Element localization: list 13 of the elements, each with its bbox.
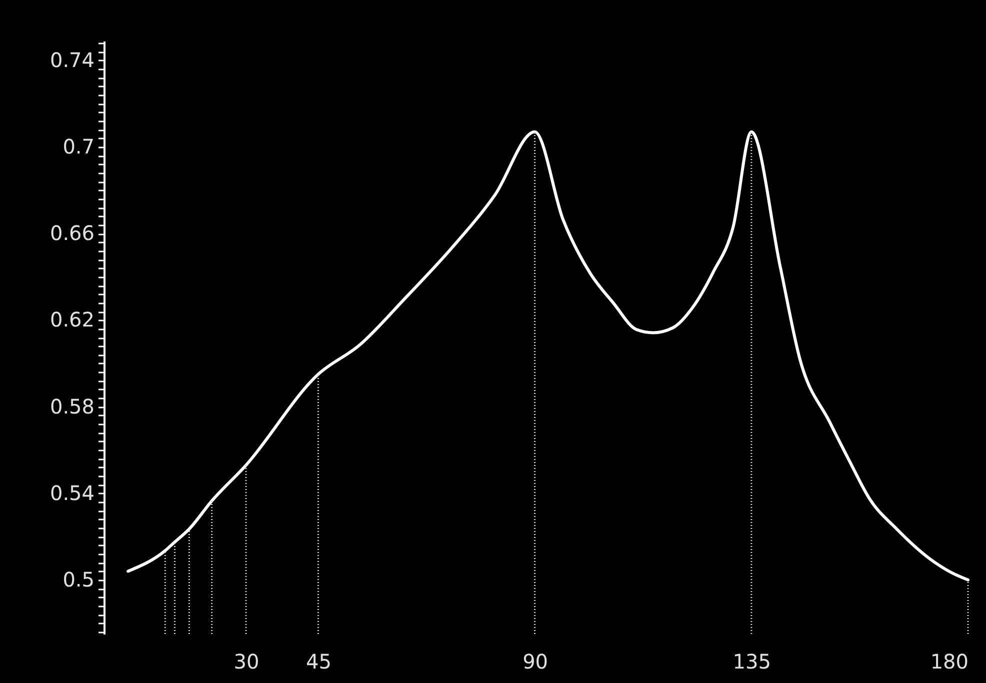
y-tick-label: 0.54: [50, 480, 94, 505]
y-tick-label: 0.66: [50, 221, 94, 246]
x-tick-label: 180: [930, 650, 968, 674]
x-tick-label: 135: [732, 650, 771, 674]
line-series: [126, 130, 970, 582]
x-tick-label: 90: [522, 650, 548, 674]
y-tick-label: 0.5: [62, 567, 94, 592]
y-tick-label: 0.58: [50, 394, 94, 418]
y-tick-label: 0.7: [62, 134, 94, 159]
x-tick-label: 30: [234, 650, 260, 674]
x-tick-label: 45: [306, 650, 332, 674]
y-tick-label: 0.62: [50, 308, 94, 332]
y-tick-label: 0.74: [50, 48, 94, 72]
